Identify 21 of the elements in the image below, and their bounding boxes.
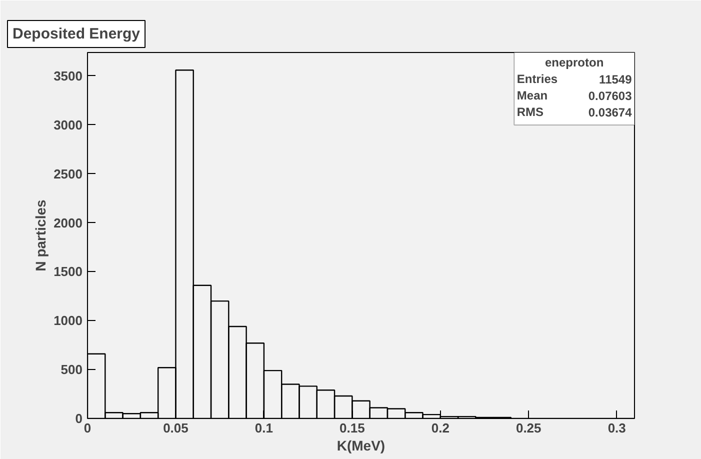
y-tick-label: 1500	[54, 264, 82, 280]
y-tick-label: 500	[60, 362, 83, 378]
y-tick-label: 1000	[54, 313, 82, 328]
x-axis-title: K(MeV)	[336, 438, 386, 454]
x-tick-label: 0.2	[431, 420, 450, 436]
y-tick-label: 3000	[54, 117, 82, 132]
text: RMS 0.03674	[516, 104, 632, 120]
y-tick-label: 0	[75, 411, 83, 426]
y-tick-label: 2000	[54, 215, 82, 230]
x-tick-label: 0.05	[163, 420, 188, 436]
text: Entries 11549	[516, 72, 632, 86]
chart-title: Deposited Energy	[12, 26, 141, 42]
x-tick-label: 0.3	[608, 420, 626, 436]
x-tick-label: 0.1	[254, 420, 273, 436]
y-tick-label: 2500	[54, 166, 82, 182]
x-tick-label: 0.25	[516, 420, 542, 436]
y-tick-label: 3500	[54, 68, 82, 84]
annotation: eneproton	[545, 55, 604, 70]
y-axis-title: N particles	[32, 199, 49, 272]
x-tick-label: 0.15	[340, 420, 365, 436]
text: Mean 0.07603	[516, 88, 632, 103]
